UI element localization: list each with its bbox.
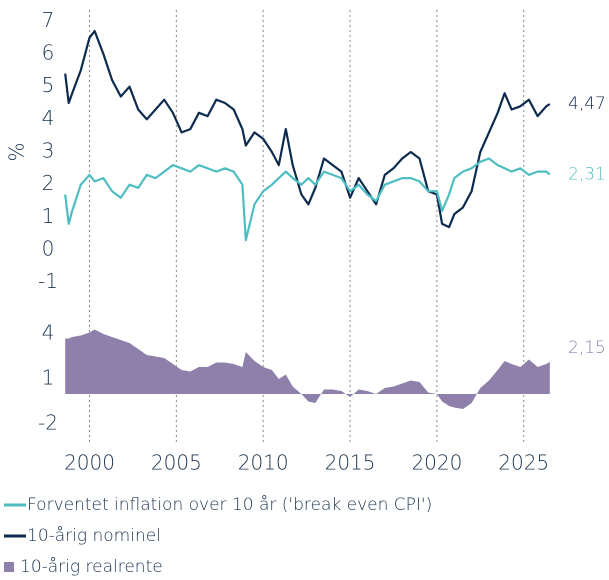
line-series — [64, 30, 551, 229]
end-label: 2,31 — [568, 165, 606, 185]
y-tick-label: 4 — [42, 106, 55, 130]
y-tick-label: -1 — [38, 269, 58, 293]
y-tick-label: 0 — [42, 237, 55, 261]
y-tick-label: 5 — [42, 73, 55, 97]
y-tick-label: 2 — [42, 171, 55, 195]
line-series — [64, 157, 551, 242]
legend-label: 10-årig nominel — [27, 525, 161, 546]
y-tick-label: 3 — [42, 139, 55, 163]
x-tick-label: 2005 — [151, 451, 202, 475]
y-tick-label: 7 — [42, 8, 55, 32]
x-tick-label: 2025 — [498, 451, 549, 475]
end-label: 2,15 — [568, 338, 606, 358]
legend-label: Forventet inflation over 10 år ('break e… — [27, 494, 432, 515]
y-tick-label: 1 — [42, 204, 55, 228]
y2-tick-label: 4 — [42, 321, 55, 345]
y2-tick-label: 1 — [42, 366, 55, 390]
area-series — [65, 329, 550, 409]
legend-swatch — [4, 562, 14, 572]
y2-tick-label: -2 — [38, 411, 58, 435]
x-tick-label: 2020 — [411, 451, 462, 475]
legend-label: 10-årig realrente — [20, 556, 163, 577]
end-label: 4,47 — [568, 94, 606, 114]
x-tick-label: 2015 — [325, 451, 376, 475]
x-tick-label: 2010 — [238, 451, 289, 475]
x-tick-label: 2000 — [64, 451, 115, 475]
y-axis-label: % — [5, 142, 29, 161]
y-tick-label: 6 — [42, 41, 55, 65]
